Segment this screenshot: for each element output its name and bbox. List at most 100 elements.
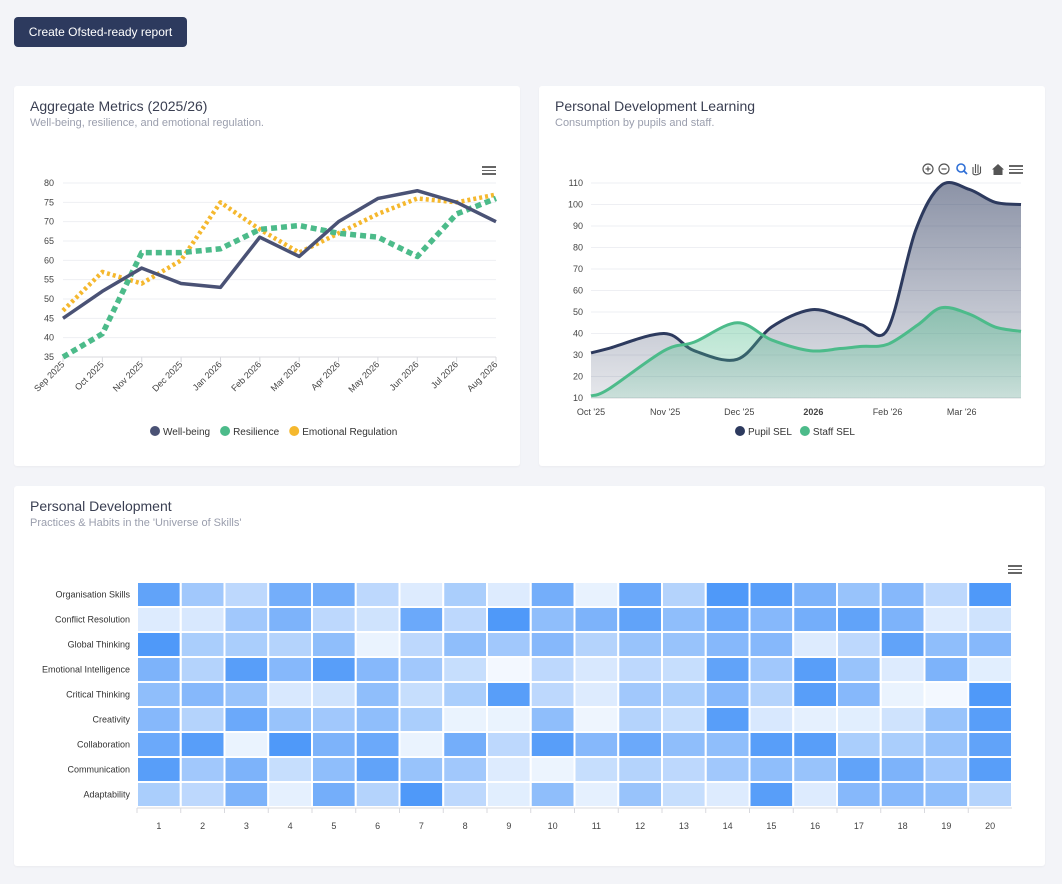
heatmap-cell[interactable] [486, 731, 532, 758]
heatmap-cell[interactable] [311, 606, 357, 633]
heatmap-cell[interactable] [573, 781, 620, 808]
heatmap-cell[interactable] [311, 581, 357, 608]
heatmap-cell[interactable] [442, 781, 488, 808]
heatmap-cell[interactable] [573, 631, 620, 658]
heatmap-cell[interactable] [179, 606, 226, 633]
heatmap-cell[interactable] [704, 781, 751, 808]
heatmap-cell[interactable] [486, 606, 532, 633]
heatmap-cell[interactable] [704, 581, 751, 608]
heatmap-cell[interactable] [398, 606, 445, 633]
heatmap-cell[interactable] [617, 781, 663, 808]
create-report-button[interactable]: Create Ofsted-ready report [14, 17, 187, 47]
heatmap-cell[interactable] [573, 756, 620, 783]
heatmap-cell[interactable] [836, 681, 882, 708]
heatmap-cell[interactable] [836, 781, 882, 808]
heatmap-cell[interactable] [136, 631, 182, 658]
heatmap-cell[interactable] [354, 706, 401, 733]
heatmap-cell[interactable] [792, 781, 838, 808]
heatmap-cell[interactable] [923, 656, 970, 683]
heatmap-cell[interactable] [704, 656, 751, 683]
heatmap-cell[interactable] [398, 731, 445, 758]
heatmap-cell[interactable] [136, 606, 182, 633]
heatmap-cell[interactable] [704, 606, 751, 633]
heatmap-cell[interactable] [617, 631, 663, 658]
heatmap-cell[interactable] [748, 631, 795, 658]
heatmap-cell[interactable] [617, 706, 663, 733]
heatmap-cell[interactable] [223, 681, 270, 708]
heatmap-cell[interactable] [529, 706, 576, 733]
chart-menu-icon[interactable] [1008, 563, 1022, 575]
heatmap-cell[interactable] [354, 581, 401, 608]
heatmap-cell[interactable] [661, 681, 707, 708]
heatmap-cell[interactable] [398, 681, 445, 708]
heatmap-cell[interactable] [923, 581, 970, 608]
heatmap-cell[interactable] [661, 706, 707, 733]
heatmap-cell[interactable] [311, 706, 357, 733]
heatmap-cell[interactable] [486, 756, 532, 783]
heatmap-cell[interactable] [179, 631, 226, 658]
heatmap-cell[interactable] [573, 656, 620, 683]
heatmap-cell[interactable] [311, 756, 357, 783]
heatmap-cell[interactable] [486, 656, 532, 683]
heatmap-cell[interactable] [223, 581, 270, 608]
heatmap-cell[interactable] [398, 706, 445, 733]
heatmap-cell[interactable] [792, 631, 838, 658]
heatmap-cell[interactable] [923, 681, 970, 708]
heatmap-cell[interactable] [529, 581, 576, 608]
heatmap-cell[interactable] [398, 656, 445, 683]
heatmap-cell[interactable] [704, 756, 751, 783]
heatmap-cell[interactable] [267, 606, 313, 633]
heatmap-cell[interactable] [748, 731, 795, 758]
heatmap-cell[interactable] [267, 656, 313, 683]
heatmap-cell[interactable] [442, 656, 488, 683]
heatmap-cell[interactable] [792, 731, 838, 758]
heatmap-cell[interactable] [879, 581, 926, 608]
heatmap-cell[interactable] [617, 606, 663, 633]
heatmap-cell[interactable] [179, 731, 226, 758]
heatmap-cell[interactable] [486, 781, 532, 808]
heatmap-cell[interactable] [836, 631, 882, 658]
heatmap-cell[interactable] [354, 656, 401, 683]
heatmap-cell[interactable] [311, 681, 357, 708]
heatmap-cell[interactable] [179, 706, 226, 733]
heatmap-cell[interactable] [573, 606, 620, 633]
heatmap-cell[interactable] [967, 581, 1013, 608]
heatmap-cell[interactable] [223, 756, 270, 783]
heatmap-cell[interactable] [573, 681, 620, 708]
heatmap-cell[interactable] [836, 756, 882, 783]
heatmap-cell[interactable] [836, 706, 882, 733]
heatmap-cell[interactable] [179, 781, 226, 808]
heatmap-cell[interactable] [967, 781, 1013, 808]
heatmap-cell[interactable] [311, 631, 357, 658]
heatmap-cell[interactable] [836, 656, 882, 683]
heatmap-cell[interactable] [354, 756, 401, 783]
heatmap-cell[interactable] [573, 731, 620, 758]
heatmap-cell[interactable] [661, 581, 707, 608]
heatmap-cell[interactable] [354, 781, 401, 808]
heatmap-cell[interactable] [879, 681, 926, 708]
heatmap-cell[interactable] [967, 606, 1013, 633]
heatmap-cell[interactable] [879, 756, 926, 783]
heatmap-cell[interactable] [311, 731, 357, 758]
home-reset-icon[interactable] [992, 164, 1004, 175]
zoom-selection-icon[interactable] [956, 163, 968, 175]
heatmap-cell[interactable] [529, 631, 576, 658]
heatmap-cell[interactable] [267, 581, 313, 608]
heatmap-cell[interactable] [136, 731, 182, 758]
heatmap-cell[interactable] [661, 631, 707, 658]
heatmap-cell[interactable] [179, 656, 226, 683]
heatmap-cell[interactable] [267, 706, 313, 733]
heatmap-cell[interactable] [267, 781, 313, 808]
heatmap-cell[interactable] [836, 581, 882, 608]
heatmap-cell[interactable] [923, 606, 970, 633]
heatmap-cell[interactable] [179, 756, 226, 783]
heatmap-cell[interactable] [923, 731, 970, 758]
heatmap-cell[interactable] [661, 656, 707, 683]
heatmap-cell[interactable] [486, 706, 532, 733]
heatmap-cell[interactable] [486, 581, 532, 608]
heatmap-cell[interactable] [836, 606, 882, 633]
heatmap-cell[interactable] [311, 781, 357, 808]
heatmap-cell[interactable] [617, 756, 663, 783]
chart-menu-icon[interactable] [1009, 163, 1023, 175]
heatmap-cell[interactable] [354, 631, 401, 658]
